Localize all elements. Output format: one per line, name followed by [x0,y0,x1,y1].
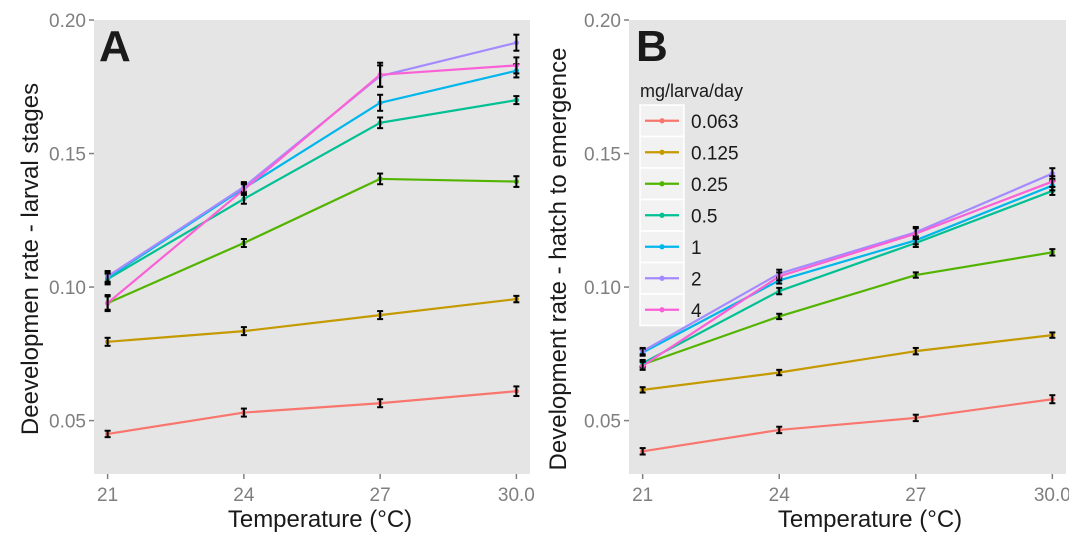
y-tick-label: 0.10 [49,278,86,299]
series-line [107,69,517,279]
legend-key-point [659,212,665,218]
x-tick-label: 24 [769,485,791,506]
legend-key-point [659,244,665,250]
series-line [642,189,1053,365]
x-tick-label: 21 [97,485,118,506]
y-axis-title: Development rate - hatch to emergence [545,48,572,471]
x-tick-label: 27 [370,485,391,506]
legend-label: 2 [691,269,702,290]
legend-label: 0.5 [691,206,717,227]
y-tick-label: 0.15 [49,145,86,166]
series-line [106,64,517,304]
legend-title: mg/larva/day [640,81,743,101]
x-tick-label: 21 [632,485,653,506]
legend-label: 4 [691,301,702,322]
x-tick-label: 30.0 [1034,485,1069,506]
series-line [642,398,1053,453]
series-line [107,99,517,280]
x-tick-label: 30.0 [498,485,535,506]
legend-key-point [659,275,665,281]
y-tick-label: 0.05 [49,412,86,433]
series-line [107,177,517,305]
plot-background [94,20,530,474]
y-tick-label: 0.20 [49,11,86,32]
series-line [642,334,1053,391]
legend-key-point [659,181,665,187]
y-tick-label: 0.10 [584,278,621,299]
x-tick-label: 24 [233,485,255,506]
y-tick-label: 0.05 [584,412,621,433]
legend-label: 0.125 [691,143,739,164]
series-line [642,180,1053,367]
x-axis-title: Temperature (°C) [778,506,962,533]
panel-label: B [636,22,668,71]
legend-label: 0.25 [691,175,728,196]
series-line [107,297,517,343]
series-line [107,390,517,436]
legend-key-point [659,149,665,155]
series-line [642,251,1053,366]
y-tick-label: 0.20 [584,11,621,32]
legend-key-point [659,307,665,313]
y-axis-title: Deevelopmen rate - larval stages [17,83,44,435]
legend-label: 0.063 [691,112,739,133]
legend-key-point [659,118,665,124]
series-line [642,172,1053,353]
legend: mg/larva/day 0.063 0.125 0.25 0.5 1 2 4 [639,81,743,327]
x-tick-label: 27 [905,485,926,506]
panel-label: A [99,22,131,71]
y-tick-label: 0.15 [584,145,621,166]
legend-label: 1 [691,238,702,259]
series-line [642,184,1053,354]
panel-a: 0.05 0.10 0.15 0.20 21 24 27 30.0 Temperature (°… [17,11,535,533]
x-axis-title: Temperature (°C) [228,506,412,533]
plot-background [629,20,1066,474]
